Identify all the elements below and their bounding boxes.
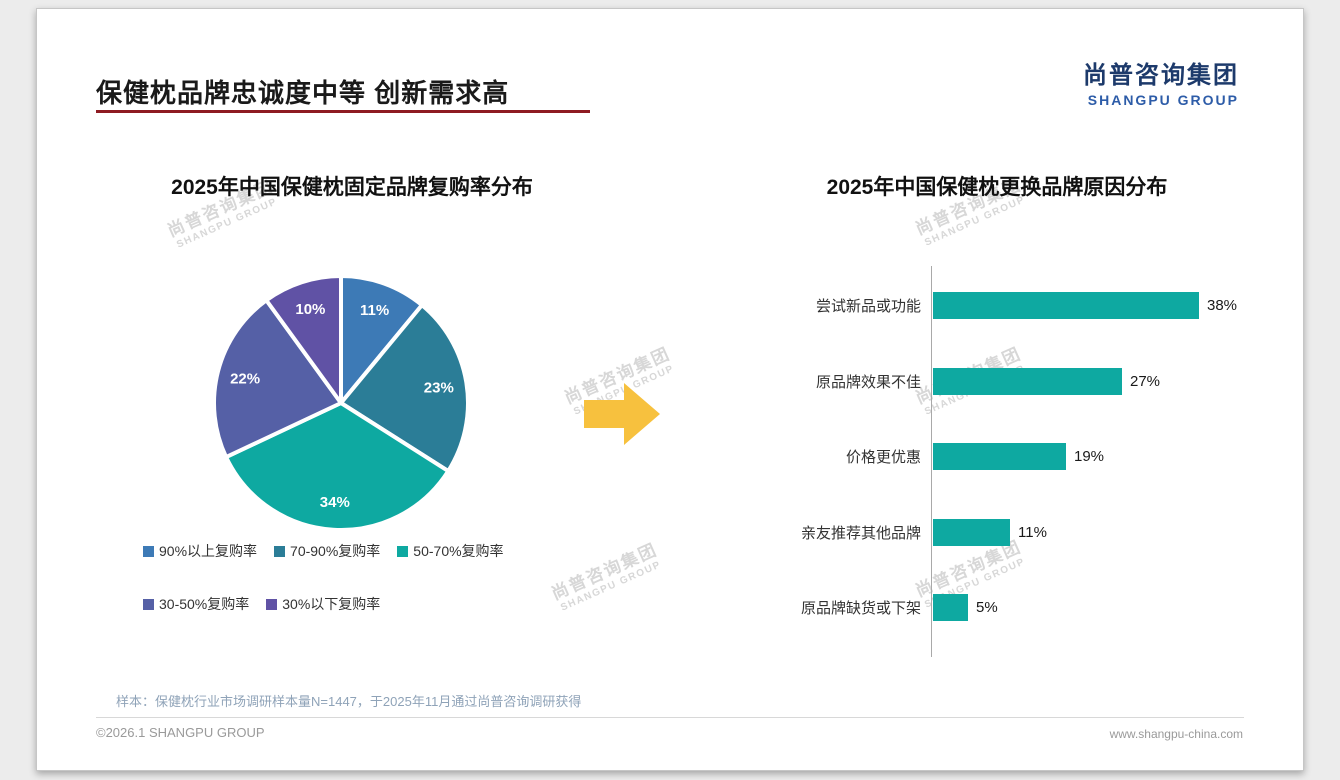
pie-legend: 90%以上复购率 70-90%复购率 50-70%复购率 30-50%复购率 30%以下…	[143, 543, 623, 649]
pie-slice	[339, 274, 424, 405]
legend-row: 90%以上复购率 70-90%复购率 50-70%复购率	[143, 543, 623, 559]
bar	[933, 518, 1010, 546]
logo: 尚普咨询集团 SHANGPU GROUP	[1083, 55, 1239, 108]
legend-label: 30-50%复购率	[159, 596, 250, 612]
legend-item: 70-90%复购率	[274, 541, 380, 561]
bar-value-label: 27%	[1130, 372, 1161, 390]
bar-category-label: 原品牌效果不佳	[815, 373, 921, 391]
pie-slice	[264, 274, 343, 405]
legend-label: 70-90%复购率	[290, 543, 381, 559]
page-title: 保健枕品牌忠诚度中等 创新需求高	[96, 78, 510, 108]
bar-value-label: 38%	[1207, 297, 1238, 315]
arrow-right-shape	[584, 383, 660, 445]
footer-url: www.shangpu-china.com	[1109, 727, 1243, 741]
legend-item: 90%以上复购率	[143, 541, 257, 561]
bar	[933, 443, 1066, 471]
pie-slice-label: 23%	[424, 380, 454, 397]
pie-slice-label: 10%	[295, 301, 325, 318]
bar-category-label: 价格更优惠	[845, 449, 921, 467]
pie-slice-label: 22%	[230, 370, 260, 387]
pie-slice	[224, 401, 451, 532]
legend-item: 50-70%复购率	[397, 541, 504, 561]
footer-copyright: ©2026.1 SHANGPU GROUP	[96, 725, 265, 740]
footer-divider	[96, 717, 1244, 718]
bar-row: 价格更优惠 19%	[727, 419, 1287, 495]
bar-row: 原品牌效果不佳 27%	[727, 344, 1287, 420]
logo-text-en: SHANGPU GROUP	[1087, 92, 1239, 108]
arrow-right-icon	[584, 383, 660, 445]
pie-chart-svg: 11% 23% 34% 22% 10%	[212, 274, 470, 532]
legend-row: 30-50%复购率 30%以下复购率	[143, 596, 623, 612]
legend-swatch	[274, 545, 286, 557]
slide: 尚普咨询集团 SHANGPU GROUP 尚普咨询集团 SHANGPU GROU…	[36, 8, 1304, 771]
bar-category-label: 原品牌缺货或下架	[800, 600, 921, 618]
bar-category-label: 亲友推荐其他品牌	[800, 524, 921, 542]
bar-category-label: 尝试新品或功能	[815, 298, 921, 316]
bar	[933, 594, 968, 622]
pie-slice	[212, 298, 343, 460]
bar	[933, 367, 1122, 395]
bar-chart-title: 2025年中国保健枕更换品牌原因分布	[826, 176, 1168, 199]
bar-chart-rows: 尝试新品或功能 38% 原品牌效果不佳 27% 价格更优惠 19% 亲友推荐其他品牌 11% 原…	[727, 268, 1287, 646]
legend-item: 30-50%复购率	[143, 594, 249, 614]
legend-label: 90%以上复购率	[159, 543, 258, 559]
legend-item: 30%以下复购率	[266, 594, 380, 614]
pie-slice-label: 34%	[320, 494, 350, 511]
legend-label: 30%以下复购率	[282, 596, 381, 612]
bar-row: 尝试新品或功能 38%	[727, 268, 1287, 344]
bar-value-label: 11%	[1018, 523, 1047, 541]
legend-swatch	[143, 598, 154, 610]
logo-text-cn: 尚普咨询集团	[1083, 62, 1239, 89]
bar	[933, 292, 1199, 320]
sample-note: 样本：保健枕行业市场调研样本量N=1447，于2025年11月通过尚普咨询调研获…	[116, 694, 582, 709]
bar-row: 亲友推荐其他品牌 11%	[727, 495, 1287, 571]
bar-row: 原品牌缺货或下架 5%	[727, 570, 1287, 646]
bar-value-label: 5%	[976, 599, 998, 617]
legend-swatch	[397, 545, 409, 557]
bar-chart-axis	[931, 266, 932, 657]
pie-chart-title: 2025年中国保健枕固定品牌复购率分布	[171, 176, 533, 199]
pie-slice	[339, 303, 470, 474]
bar-value-label: 19%	[1074, 448, 1105, 466]
title-underline	[96, 110, 590, 113]
legend-label: 50-70%复购率	[413, 543, 504, 559]
legend-swatch	[143, 545, 154, 557]
pie-slice-label: 11%	[360, 302, 389, 319]
legend-swatch	[266, 598, 278, 610]
